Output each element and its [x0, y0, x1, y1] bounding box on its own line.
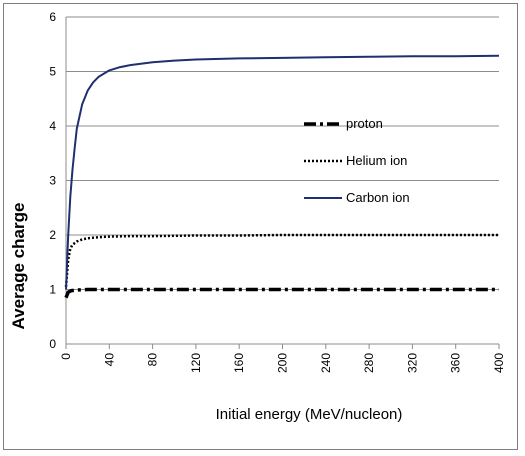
series-line-carbon-ion — [65, 54, 500, 290]
y-tick-labels: 0 1 2 3 4 5 6 — [49, 10, 56, 351]
series-line-proton — [64, 287, 499, 299]
legend-label: Helium ion — [346, 153, 407, 168]
x-tick-label: 240 — [319, 353, 333, 373]
x-tick-label: 0 — [59, 353, 73, 360]
y-tick-label: 0 — [49, 337, 56, 351]
x-tick-label: 160 — [232, 353, 246, 373]
axes — [65, 17, 500, 349]
y-tick-label: 5 — [49, 65, 56, 79]
legend: proton Helium ion Carbon ion — [304, 116, 410, 205]
y-tick-label: 1 — [49, 283, 56, 297]
x-tick-labels: 0 40 80 120 160 200 240 280 320 360 400 — [59, 353, 506, 373]
x-tick-label: 40 — [102, 353, 116, 367]
legend-label: proton — [346, 116, 383, 131]
x-tick-label: 200 — [276, 353, 290, 373]
x-tick-label: 360 — [449, 353, 463, 373]
legend-label: Carbon ion — [346, 190, 410, 205]
x-tick-label: 320 — [405, 353, 419, 373]
series-lines — [64, 54, 500, 299]
x-tick-label: 120 — [189, 353, 203, 373]
x-axis-label: Initial energy (MeV/nucleon) — [216, 406, 403, 423]
chart-frame: 0 1 2 3 4 5 6 0 40 80 120 160 200 240 280 320 360 400 pr… — [3, 3, 518, 450]
y-tick-label: 6 — [49, 10, 56, 24]
x-tick-label: 80 — [146, 353, 160, 367]
series-line-helium-ion — [64, 233, 499, 287]
y-tick-label: 3 — [49, 174, 56, 188]
line-chart: 0 1 2 3 4 5 6 0 40 80 120 160 200 240 280 320 360 400 pr… — [9, 10, 506, 423]
y-tick-label: 4 — [49, 119, 56, 133]
grid-lines — [66, 16, 499, 290]
y-axis-label: Average charge — [9, 203, 28, 330]
x-tick-label: 400 — [492, 353, 506, 373]
x-tick-label: 280 — [362, 353, 376, 373]
y-tick-label: 2 — [49, 228, 56, 242]
